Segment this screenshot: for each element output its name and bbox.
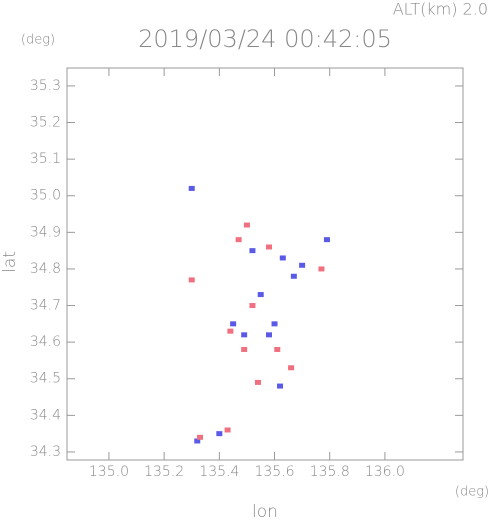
- point: [243, 222, 250, 228]
- point: [271, 321, 278, 327]
- point: [249, 248, 256, 254]
- plot-frame: [66, 67, 464, 461]
- point: [230, 321, 237, 327]
- point: [249, 303, 256, 309]
- chart-title: 2019/03/24 00:42:05: [138, 25, 392, 53]
- y-tick-label: 34.5: [30, 371, 61, 387]
- point: [257, 292, 264, 298]
- point: [197, 434, 204, 440]
- x-tick-label: 135.0: [89, 464, 129, 480]
- point: [194, 438, 201, 444]
- x-tick-label: 135.4: [199, 464, 239, 480]
- point: [266, 332, 273, 338]
- point: [277, 383, 284, 389]
- point: [290, 273, 297, 279]
- subtitle: ALT(km) 2.0: [393, 0, 488, 19]
- x-tick-label: 135.2: [144, 464, 184, 480]
- point: [274, 346, 281, 352]
- y-tick-label: 34.7: [30, 298, 61, 314]
- point: [323, 237, 330, 243]
- y-axis-label: lat: [0, 251, 20, 273]
- y-unit: (deg): [21, 33, 55, 48]
- y-tick-label: 34.3: [30, 444, 61, 460]
- point: [241, 346, 248, 352]
- point: [279, 255, 286, 261]
- x-tick-label: 135.6: [254, 464, 294, 480]
- y-tick-label: 35.0: [30, 188, 61, 204]
- point: [224, 427, 231, 433]
- point: [188, 277, 195, 283]
- x-unit: (deg): [455, 485, 489, 500]
- point: [318, 266, 325, 272]
- point: [235, 237, 242, 243]
- x-tick-label: 135.8: [310, 464, 350, 480]
- point: [216, 431, 223, 437]
- x-tick-label: 136.0: [365, 464, 405, 480]
- point: [227, 328, 234, 334]
- y-tick-label: 34.4: [30, 407, 61, 423]
- point: [241, 332, 248, 338]
- x-axis-label: lon: [252, 502, 278, 521]
- point: [288, 365, 295, 371]
- point: [188, 185, 195, 191]
- point: [299, 262, 306, 268]
- y-tick-label: 35.2: [30, 115, 61, 131]
- y-tick-label: 35.3: [30, 78, 61, 94]
- y-tick-label: 35.1: [30, 151, 61, 167]
- y-tick-label: 34.9: [30, 224, 61, 240]
- point: [266, 244, 273, 250]
- point: [254, 379, 261, 385]
- y-tick-label: 34.6: [30, 334, 61, 350]
- y-tick-label: 34.8: [30, 261, 61, 277]
